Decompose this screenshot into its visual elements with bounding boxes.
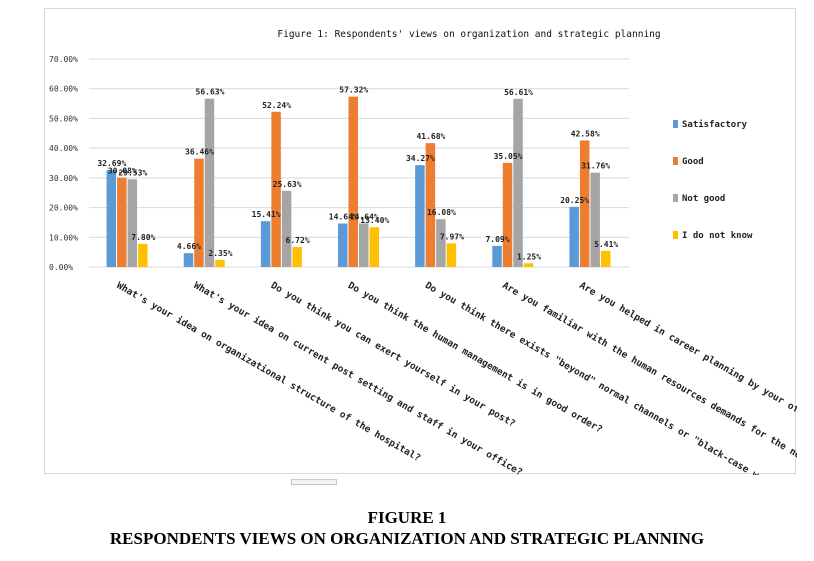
scrollbar-thumb[interactable] <box>291 479 337 485</box>
data-label: 13.40% <box>360 216 389 225</box>
bar <box>215 260 225 267</box>
data-label: 7.97% <box>440 232 464 241</box>
data-label: 20.25% <box>560 196 589 205</box>
bar <box>425 143 436 267</box>
data-label: 56.63% <box>196 88 225 97</box>
bar <box>369 227 379 267</box>
y-tick-label: 20.00% <box>49 204 78 213</box>
data-label: 57.32% <box>339 86 368 95</box>
y-tick-label: 40.00% <box>49 144 78 153</box>
data-label: 2.35% <box>208 249 232 258</box>
bar <box>523 263 534 267</box>
bar-chart: Figure 1: Respondents' views on organiza… <box>49 29 797 475</box>
data-label: 25.63% <box>273 180 302 189</box>
bar <box>106 169 117 267</box>
figure-number: FIGURE 1 <box>367 508 447 527</box>
data-label: 1.25% <box>517 252 541 261</box>
bar <box>600 250 611 267</box>
y-tick-label: 50.00% <box>49 114 78 123</box>
data-label: 42.58% <box>571 129 600 138</box>
data-label: 36.46% <box>185 148 214 157</box>
legend-swatch <box>673 231 678 239</box>
data-label: 7.09% <box>485 235 509 244</box>
bar <box>271 111 281 267</box>
data-label: 14.64% <box>329 212 358 221</box>
figure-title: RESPONDENTS VIEWS ON ORGANIZATION AND ST… <box>109 529 705 548</box>
bar <box>138 243 148 267</box>
figure-caption: FIGURE 1 RESPONDENTS VIEWS ON ORGANIZATI… <box>0 508 814 550</box>
bar <box>348 96 358 268</box>
data-label: 15.41% <box>252 210 281 219</box>
data-label: 31.76% <box>581 162 610 171</box>
data-label: 34.27% <box>406 154 435 163</box>
data-label: 5.41% <box>594 240 618 249</box>
bar <box>502 162 513 267</box>
bar <box>338 223 348 267</box>
legend-swatch <box>673 194 678 202</box>
legend-swatch <box>673 120 678 128</box>
legend-label: Satisfactory <box>682 119 748 130</box>
data-label: 56.61% <box>504 88 533 97</box>
bar <box>281 190 292 267</box>
legend-swatch <box>673 157 678 165</box>
bar <box>590 172 600 267</box>
data-label: 35.05% <box>494 152 523 161</box>
data-label: 30.08% <box>108 167 137 176</box>
y-tick-label: 0.00% <box>49 263 73 272</box>
bar <box>204 98 215 267</box>
bar <box>260 221 271 267</box>
data-label: 14.64% <box>350 212 379 221</box>
bar <box>117 177 127 267</box>
data-label: 6.72% <box>286 236 310 245</box>
data-label: 41.68% <box>416 132 445 141</box>
data-label: 32.69% <box>97 159 126 168</box>
bar <box>415 165 425 267</box>
data-label: 29.53% <box>118 168 147 177</box>
y-tick-label: 60.00% <box>49 85 78 94</box>
bar <box>194 158 204 267</box>
chart-frame: Figure 1: Respondents' views on organiza… <box>44 8 797 485</box>
y-tick-label: 10.00% <box>49 233 78 242</box>
bar <box>183 253 194 267</box>
data-label: 7.80% <box>131 233 155 242</box>
bar <box>569 206 579 267</box>
y-tick-label: 30.00% <box>49 174 78 183</box>
bar <box>446 243 457 267</box>
x-category-label: What's your idea on organizational struc… <box>115 280 423 464</box>
chart-title: Figure 1: Respondents' views on organiza… <box>277 29 660 40</box>
legend-label: Not good <box>682 194 725 204</box>
bar <box>513 98 523 267</box>
bar <box>579 140 590 267</box>
bar <box>436 219 446 267</box>
x-category-label: Do you think the human management is in … <box>346 280 604 435</box>
bar <box>359 223 369 267</box>
legend-label: I do not know <box>682 231 753 241</box>
y-tick-label: 70.00% <box>49 55 78 64</box>
x-category-label: Are you helped in career planning by you… <box>577 280 797 430</box>
data-label: 16.08% <box>427 208 456 217</box>
bar <box>492 245 502 267</box>
data-label: 4.66% <box>177 242 201 251</box>
legend-label: Good <box>682 157 704 167</box>
data-label: 52.24% <box>262 101 291 110</box>
bar <box>127 179 138 267</box>
bar <box>292 247 302 267</box>
